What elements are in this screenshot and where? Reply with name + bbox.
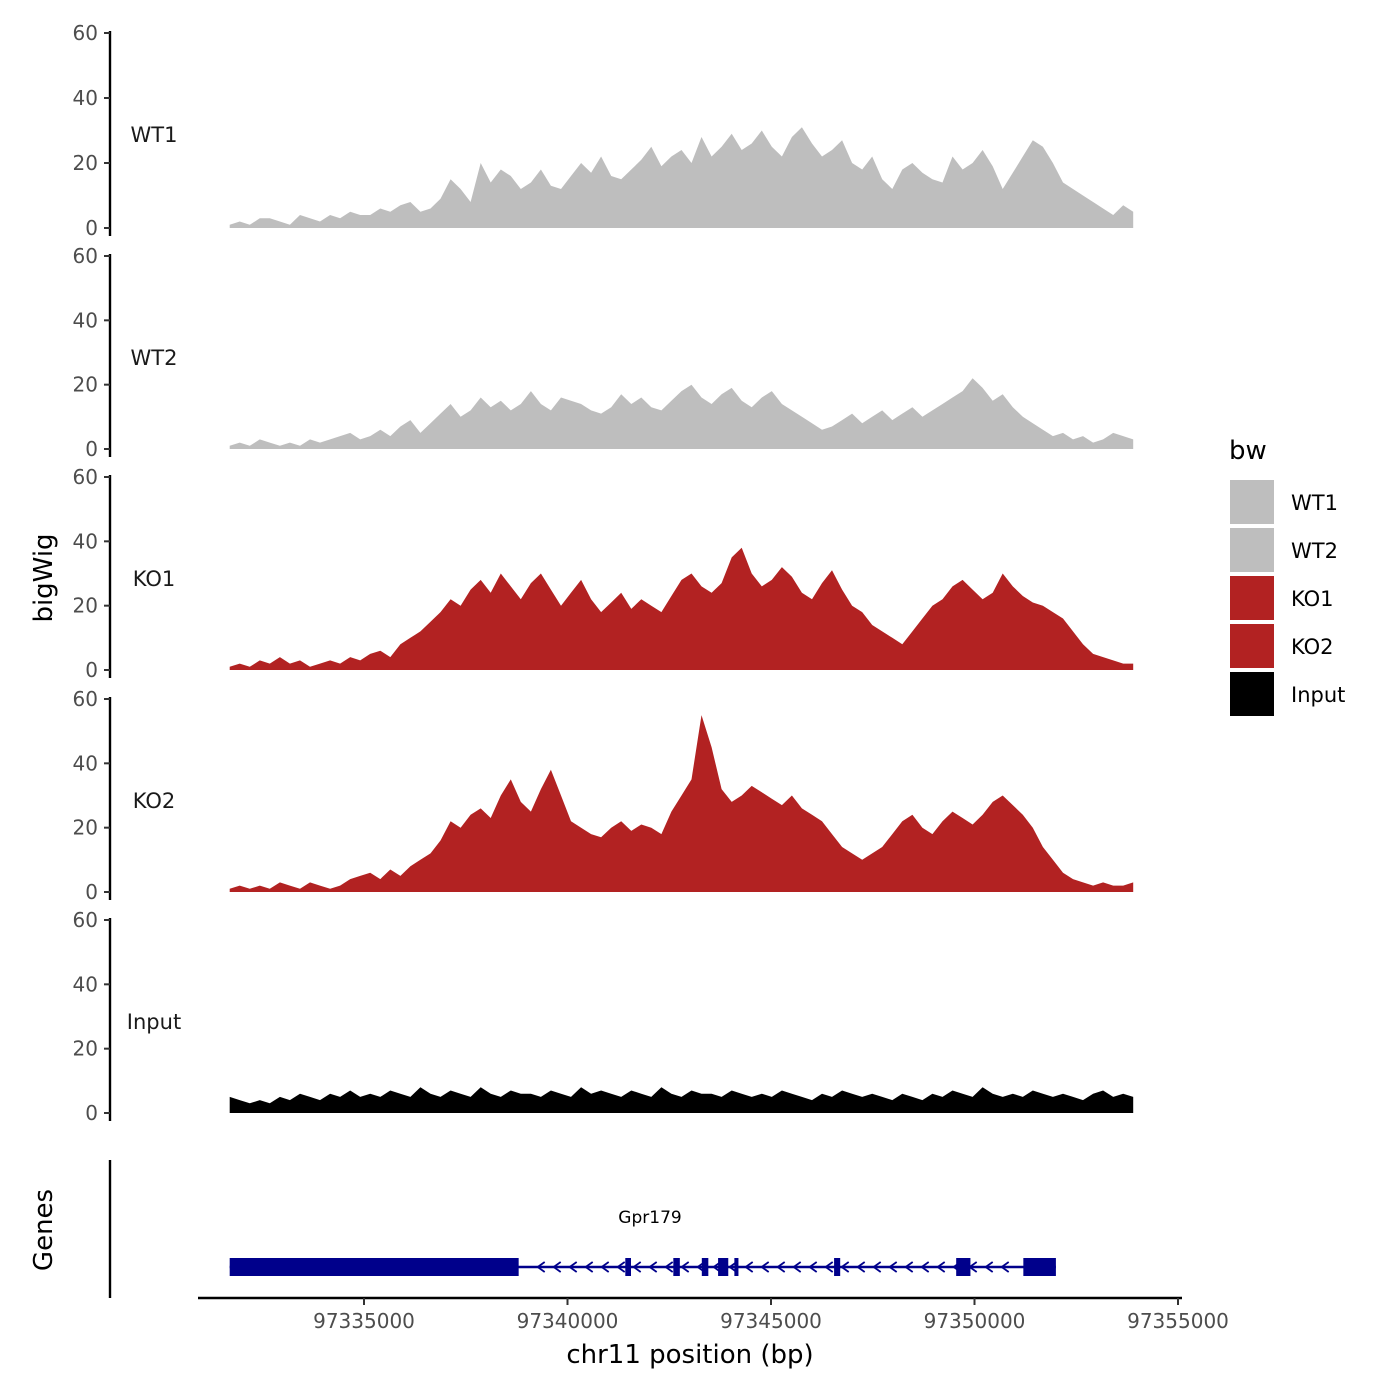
y-tick-label: 0 xyxy=(85,216,98,240)
gene-exon xyxy=(625,1258,631,1276)
strand-arrow xyxy=(616,1261,626,1273)
gene-exon xyxy=(734,1258,739,1276)
y-tick-label: 0 xyxy=(85,880,98,904)
legend-key-ko1 xyxy=(1230,576,1274,620)
strand-arrow xyxy=(920,1261,930,1273)
track-label-ko2: KO2 xyxy=(133,789,176,813)
strand-arrow xyxy=(680,1261,690,1273)
legend-title: bw xyxy=(1229,436,1267,466)
x-axis-title: chr11 position (bp) xyxy=(566,1340,813,1370)
strand-arrow xyxy=(728,1261,738,1273)
strand-arrow xyxy=(584,1261,594,1273)
track-label-wt2: WT2 xyxy=(131,346,178,370)
coverage-area-wt2 xyxy=(229,378,1134,449)
y-tick-label: 60 xyxy=(73,687,98,711)
strand-arrow xyxy=(664,1261,674,1273)
strand-arrow xyxy=(776,1261,786,1273)
gene-exon xyxy=(718,1258,729,1276)
gene-exon xyxy=(701,1258,709,1276)
y-tick-label: 40 xyxy=(73,529,98,553)
legend: bw WT1 WT2 KO1 KO2 Input xyxy=(1229,436,1345,716)
track-panel-input: 0 20 40 60 Input xyxy=(73,908,1134,1125)
gene-exon xyxy=(956,1258,971,1276)
legend-label-wt1: WT1 xyxy=(1291,491,1338,515)
y-tick-label: 20 xyxy=(73,151,98,175)
legend-label-input: Input xyxy=(1291,683,1345,707)
strand-arrow xyxy=(856,1261,866,1273)
y-tick-label: 40 xyxy=(73,972,98,996)
y-tick-label: 20 xyxy=(73,373,98,397)
strand-arrow xyxy=(760,1261,770,1273)
y-tick-label: 40 xyxy=(73,86,98,110)
strand-arrow xyxy=(824,1261,834,1273)
y-tick-label: 60 xyxy=(73,21,98,45)
x-tick-label: 97355000 xyxy=(1127,1309,1229,1333)
y-tick-label: 40 xyxy=(73,751,98,775)
track-panel-wt2: 0 20 40 60 WT2 xyxy=(73,244,1134,461)
strand-arrow xyxy=(984,1261,994,1273)
legend-label-wt2: WT2 xyxy=(1291,539,1338,563)
y-tick-label: 40 xyxy=(73,308,98,332)
strand-arrow xyxy=(872,1261,882,1273)
genes-panel: Genes Gpr179 xyxy=(29,1160,1056,1298)
y-tick-label: 0 xyxy=(85,1101,98,1125)
strand-arrow xyxy=(936,1261,946,1273)
strand-arrow xyxy=(840,1261,850,1273)
track-panel-ko1: 0 20 40 60 KO1 xyxy=(73,465,1134,682)
strand-arrow xyxy=(792,1261,802,1273)
genes-panel-title: Genes xyxy=(29,1189,59,1271)
strand-arrow xyxy=(568,1261,578,1273)
track-panels: 0 20 40 60 WT1 0 20 40 60 WT2 0 20 40 60 KO1 0 20 40 60 KO2… xyxy=(73,21,1134,1125)
gene-exon xyxy=(673,1258,680,1276)
strand-arrow xyxy=(536,1261,546,1273)
legend-key-wt2 xyxy=(1230,528,1274,572)
y-tick-label: 20 xyxy=(73,594,98,618)
x-tick-label: 97335000 xyxy=(313,1309,415,1333)
x-tick-label: 97350000 xyxy=(924,1309,1026,1333)
gene-exon xyxy=(229,1258,519,1276)
track-panel-wt1: 0 20 40 60 WT1 xyxy=(73,21,1134,240)
legend-label-ko1: KO1 xyxy=(1291,587,1334,611)
strand-arrow xyxy=(632,1261,642,1273)
y-tick-label: 0 xyxy=(85,658,98,682)
strand-arrow xyxy=(552,1261,562,1273)
coverage-area-wt1 xyxy=(229,127,1134,228)
track-panel-ko2: 0 20 40 60 KO2 xyxy=(73,687,1134,904)
strand-arrow xyxy=(1000,1261,1010,1273)
x-tick-label: 97340000 xyxy=(517,1309,619,1333)
legend-key-wt1 xyxy=(1230,480,1274,524)
y-tick-label: 0 xyxy=(85,437,98,461)
track-label-input: Input xyxy=(127,1010,181,1034)
coverage-area-ko2 xyxy=(229,715,1134,892)
strand-arrow xyxy=(744,1261,754,1273)
legend-key-input xyxy=(1230,672,1274,716)
legend-label-ko2: KO2 xyxy=(1291,635,1334,659)
y-axis-title: bigWig xyxy=(29,533,59,622)
track-label-wt1: WT1 xyxy=(131,123,178,147)
y-tick-label: 60 xyxy=(73,908,98,932)
coverage-area-input xyxy=(229,1087,1134,1113)
track-label-ko1: KO1 xyxy=(133,567,176,591)
x-axis: 97335000 97340000 97345000 97350000 97355000 xyxy=(198,1296,1229,1333)
strand-arrow xyxy=(888,1261,898,1273)
gene-exon xyxy=(834,1258,841,1276)
y-tick-label: 60 xyxy=(73,465,98,489)
x-tick-label: 97345000 xyxy=(720,1309,822,1333)
strand-arrow xyxy=(904,1261,914,1273)
strand-arrow xyxy=(808,1261,818,1273)
strand-arrow xyxy=(648,1261,658,1273)
strand-arrow xyxy=(600,1261,610,1273)
y-tick-label: 20 xyxy=(73,1037,98,1061)
gene-name-label: Gpr179 xyxy=(618,1208,681,1228)
gene-exon xyxy=(1023,1258,1056,1276)
y-tick-label: 60 xyxy=(73,244,98,268)
y-tick-label: 20 xyxy=(73,816,98,840)
coverage-area-ko1 xyxy=(229,547,1134,670)
legend-key-ko2 xyxy=(1230,624,1274,668)
